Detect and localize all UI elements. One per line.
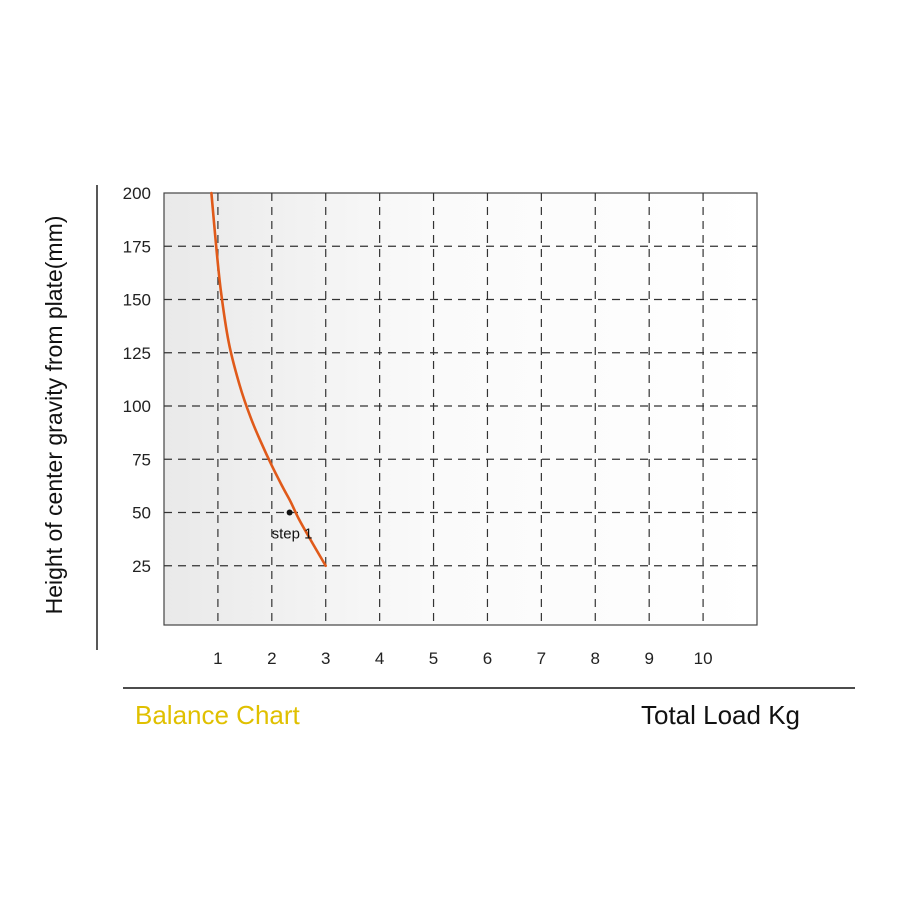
x-tick-2: 2 bbox=[267, 649, 276, 668]
x-axis-label: Total Load Kg bbox=[641, 700, 800, 730]
x-tick-9: 9 bbox=[644, 649, 653, 668]
y-tick-labels: 25 50 75 100 125 150 175 200 bbox=[123, 184, 151, 576]
chart-title: Balance Chart bbox=[135, 700, 301, 730]
x-tick-3: 3 bbox=[321, 649, 330, 668]
x-tick-labels: 1 2 3 4 5 6 7 8 9 10 bbox=[213, 649, 712, 668]
y-tick-100: 100 bbox=[123, 397, 151, 416]
annotation-layer: step 1 bbox=[272, 509, 313, 543]
x-tick-1: 1 bbox=[213, 649, 222, 668]
x-tick-8: 8 bbox=[591, 649, 600, 668]
y-tick-200: 200 bbox=[123, 184, 151, 203]
x-tick-10: 10 bbox=[694, 649, 713, 668]
annotation-label-0: step 1 bbox=[272, 526, 313, 543]
y-tick-125: 125 bbox=[123, 344, 151, 363]
x-tick-7: 7 bbox=[537, 649, 546, 668]
y-tick-175: 175 bbox=[123, 237, 151, 256]
series-layer bbox=[210, 191, 327, 568]
horizontal-gridlines bbox=[164, 245, 757, 567]
y-tick-150: 150 bbox=[123, 291, 151, 310]
y-tick-75: 75 bbox=[132, 450, 151, 469]
y-tick-50: 50 bbox=[132, 504, 151, 523]
x-tick-5: 5 bbox=[429, 649, 438, 668]
series-line-0 bbox=[210, 191, 327, 568]
annotation-point-0 bbox=[286, 509, 293, 516]
vertical-gridlines bbox=[217, 193, 704, 625]
y-axis-label: Height of center gravity from plate(mm) bbox=[41, 216, 67, 615]
plot-background bbox=[163, 192, 758, 626]
y-tick-25: 25 bbox=[132, 557, 151, 576]
x-tick-4: 4 bbox=[375, 649, 384, 668]
x-tick-6: 6 bbox=[483, 649, 492, 668]
